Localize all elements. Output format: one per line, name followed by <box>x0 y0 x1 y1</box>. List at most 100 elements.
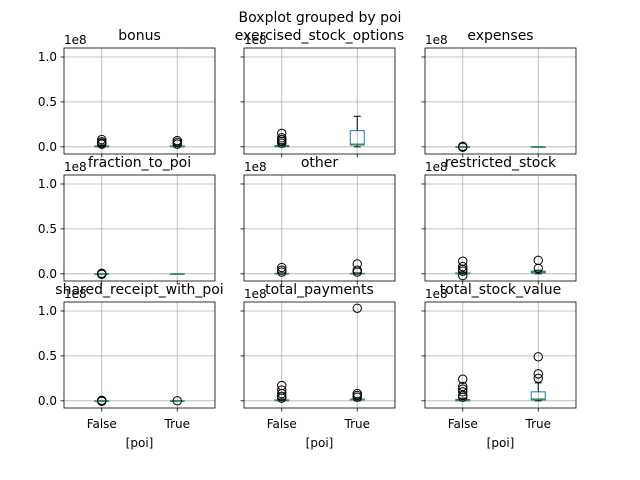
box-false <box>94 395 110 406</box>
outlier-point <box>458 374 468 384</box>
x-tick-label: False <box>267 417 297 431</box>
box-true <box>349 115 365 148</box>
outlier-point <box>352 259 362 269</box>
outlier-point <box>533 352 543 362</box>
scale-label: 1e8 <box>425 160 448 174</box>
scale-label: 1e8 <box>64 160 87 174</box>
axes-frame <box>63 174 216 282</box>
outlier-point <box>458 270 468 281</box>
axes-frame <box>424 301 577 409</box>
outlier-point <box>458 141 468 152</box>
box-false <box>274 380 290 403</box>
box-true <box>530 255 546 275</box>
box-true <box>349 259 365 277</box>
outlier-point <box>97 137 107 147</box>
subplot-title: bonus <box>118 28 161 44</box>
outlier-point <box>97 134 107 145</box>
box-true <box>530 146 546 148</box>
outlier-point <box>458 390 468 401</box>
figure-title: Boxplot grouped by poi <box>239 10 402 26</box>
box-false <box>455 141 471 152</box>
y-tick-label: 1.0 <box>38 177 57 191</box>
outlier-point <box>533 373 543 384</box>
axes-frame <box>243 174 396 282</box>
subplot-title: shared_receipt_with_poi <box>55 282 223 298</box>
outlier-point <box>277 391 287 402</box>
axes-frame <box>243 301 396 409</box>
outlier-point <box>533 369 543 379</box>
subplot-other: 1e8 other <box>240 155 396 285</box>
box-true <box>530 352 546 402</box>
outlier-point <box>458 381 468 392</box>
box-false <box>455 374 471 402</box>
outlier-point <box>277 128 287 139</box>
box-true <box>169 396 185 406</box>
subplot-bonus: 0.0 0.5 1.0 1e8 bonus <box>38 28 216 158</box>
subplot-title: total_stock_value <box>440 282 561 298</box>
box-true <box>169 135 185 149</box>
x-axis-label: [poi] <box>306 436 334 450</box>
outlier-point <box>277 133 287 143</box>
outlier-point <box>172 396 182 406</box>
x-axis-label: [poi] <box>487 436 515 450</box>
x-tick-label: True <box>525 417 552 431</box>
x-tick-label: False <box>448 417 478 431</box>
box-false <box>94 134 110 149</box>
subplot-title: total_payments <box>265 282 374 298</box>
scale-label: 1e8 <box>244 33 267 47</box>
scale-label: 1e8 <box>64 287 87 301</box>
y-tick-label: 0.5 <box>38 95 57 109</box>
outlier-point <box>277 380 287 391</box>
subplot-fraction_to_poi: 0.0 0.5 1.0 1e8 fraction_to_poi <box>38 155 216 285</box>
subplot-shared_receipt_with_poi: 0.0 0.5 1.0 False True 1e8shared_receipt_with… <box>38 282 224 450</box>
outlier-point <box>458 256 468 266</box>
y-tick-label: 0.0 <box>38 140 57 154</box>
y-tick-label: 0.5 <box>38 222 57 236</box>
outlier-point <box>458 261 468 272</box>
subplot-title: restricted_stock <box>445 155 557 171</box>
box-false <box>274 128 290 148</box>
subplot-title: expenses <box>467 28 533 44</box>
box-false <box>274 262 290 277</box>
y-tick-label: 1.0 <box>38 304 57 318</box>
axes-frame <box>243 47 396 155</box>
box-true <box>169 273 185 275</box>
x-tick-label: True <box>164 417 191 431</box>
box-iqr <box>530 391 546 401</box>
box-false <box>94 268 110 279</box>
outlier-point <box>97 395 107 406</box>
outlier-point <box>172 135 182 146</box>
y-tick-label: 0.0 <box>38 267 57 281</box>
subplot-title: fraction_to_poi <box>88 155 191 171</box>
x-tick-label: False <box>87 417 117 431</box>
axes-frame <box>424 174 577 282</box>
scale-label: 1e8 <box>425 287 448 301</box>
scale-label: 1e8 <box>244 160 267 174</box>
outlier-point <box>533 255 543 266</box>
scale-label: 1e8 <box>425 33 448 47</box>
scale-label: 1e8 <box>64 33 87 47</box>
box-false <box>455 256 471 281</box>
axes-frame <box>424 47 577 155</box>
subplot-title: exercised_stock_options <box>235 28 404 44</box>
outlier-point <box>352 265 362 275</box>
x-axis-label: [poi] <box>126 436 154 450</box>
outlier-point <box>277 265 287 275</box>
y-tick-label: 0.5 <box>38 349 57 363</box>
outlier-point <box>458 384 468 394</box>
outlier-point <box>97 268 107 279</box>
box-iqr <box>349 130 365 146</box>
outlier-point <box>352 303 362 313</box>
subplot-title: other <box>301 155 339 171</box>
axes-frame <box>63 301 216 409</box>
scale-label: 1e8 <box>244 287 267 301</box>
subplot-expenses: 1e8 expenses <box>421 28 577 158</box>
axes-frame <box>63 47 216 155</box>
outlier-point <box>458 387 468 397</box>
